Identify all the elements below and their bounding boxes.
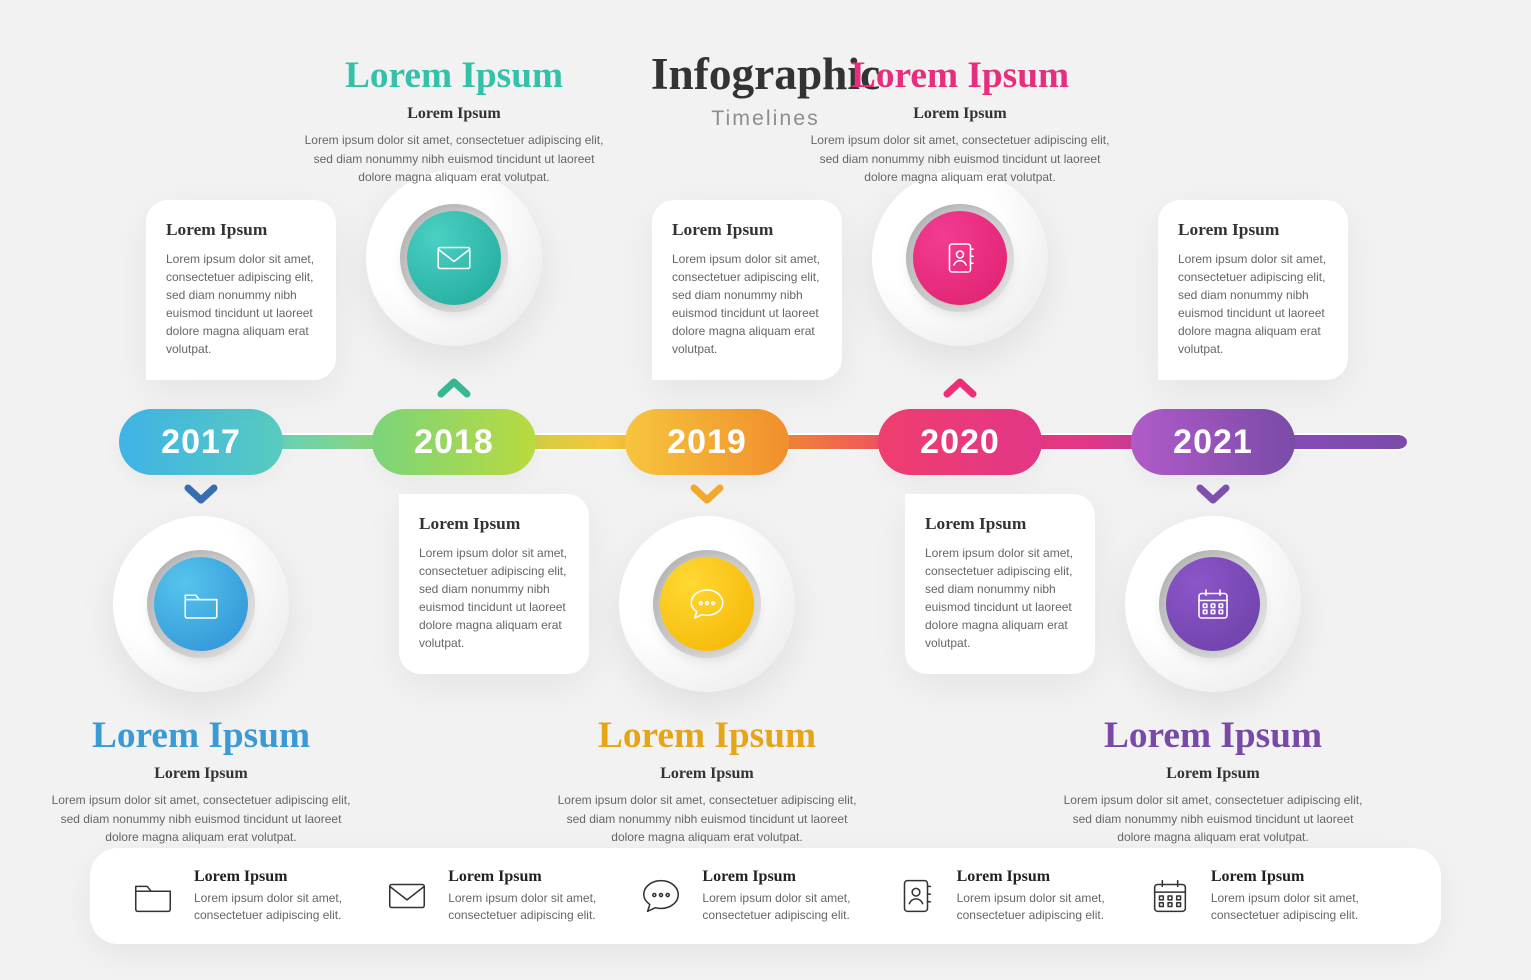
folder-icon (130, 873, 176, 919)
info-card-2019: Lorem Ipsum Lorem ipsum dolor sit amet, … (652, 200, 842, 380)
headline-block-2018: Lorem Ipsum Lorem Ipsum Lorem ipsum dolo… (304, 54, 604, 187)
mail-icon (407, 211, 501, 305)
headline: Lorem Ipsum (1063, 714, 1363, 757)
year-label: 2018 (414, 423, 494, 462)
info-card-2020: Lorem Ipsum Lorem ipsum dolor sit amet, … (905, 494, 1095, 674)
headline-body: Lorem ipsum dolor sit amet, consectetuer… (304, 131, 604, 187)
info-card-2017: Lorem Ipsum Lorem ipsum dolor sit amet, … (146, 200, 336, 380)
contacts-icon (893, 873, 939, 919)
legend-title: Lorem Ipsum (702, 868, 862, 886)
calendar-icon (1147, 873, 1193, 919)
card-body: Lorem ipsum dolor sit amet, consectetuer… (419, 544, 569, 652)
legend-body: Lorem ipsum dolor sit amet, consectetuer… (957, 890, 1117, 924)
mail-icon (384, 873, 430, 919)
legend-item-contacts: Lorem Ipsum Lorem ipsum dolor sit amet, … (893, 868, 1147, 924)
page-title: Infographic (0, 48, 1531, 100)
year-pill-2018: 2018 (372, 409, 536, 475)
headline-block-2021: Lorem Ipsum Lorem Ipsum Lorem ipsum dolo… (1063, 714, 1363, 847)
year-label: 2019 (667, 423, 747, 462)
chat-icon (638, 873, 684, 919)
headline-body: Lorem ipsum dolor sit amet, consectetuer… (1063, 791, 1363, 847)
legend-item-chat: Lorem Ipsum Lorem ipsum dolor sit amet, … (638, 868, 892, 924)
chevron-down-icon (690, 484, 724, 506)
page-subtitle: Timelines (0, 106, 1531, 131)
chevron-up-icon (437, 376, 471, 398)
infographic-canvas: Infographic Timelines 2017 Lorem Ipsum L… (0, 0, 1531, 980)
headline-body: Lorem ipsum dolor sit amet, consectetuer… (557, 791, 857, 847)
legend-title: Lorem Ipsum (448, 868, 608, 886)
card-body: Lorem ipsum dolor sit amet, consectetuer… (166, 250, 316, 358)
legend-item-folder: Lorem Ipsum Lorem ipsum dolor sit amet, … (130, 868, 384, 924)
mail-disc (366, 170, 542, 346)
main-header: Infographic Timelines (0, 48, 1531, 131)
legend-item-mail: Lorem Ipsum Lorem ipsum dolor sit amet, … (384, 868, 638, 924)
legend-body: Lorem ipsum dolor sit amet, consectetuer… (448, 890, 608, 924)
legend-title: Lorem Ipsum (957, 868, 1117, 886)
headline-block-2020: Lorem Ipsum Lorem Ipsum Lorem ipsum dolo… (810, 54, 1110, 187)
legend-title: Lorem Ipsum (1211, 868, 1371, 886)
contacts-disc (872, 170, 1048, 346)
legend-footer: Lorem Ipsum Lorem ipsum dolor sit amet, … (90, 848, 1441, 944)
folder-disc (113, 516, 289, 692)
chat-disc (619, 516, 795, 692)
year-label: 2017 (161, 423, 241, 462)
card-title: Lorem Ipsum (419, 514, 569, 534)
card-body: Lorem ipsum dolor sit amet, consectetuer… (672, 250, 822, 358)
headline-body: Lorem ipsum dolor sit amet, consectetuer… (51, 791, 351, 847)
headline-sub: Lorem Ipsum (557, 765, 857, 783)
year-label: 2021 (1173, 423, 1253, 462)
headline-block-2017: Lorem Ipsum Lorem Ipsum Lorem ipsum dolo… (51, 714, 351, 847)
card-body: Lorem ipsum dolor sit amet, consectetuer… (1178, 250, 1328, 358)
card-title: Lorem Ipsum (672, 220, 822, 240)
card-body: Lorem ipsum dolor sit amet, consectetuer… (925, 544, 1075, 652)
chevron-up-icon (943, 376, 977, 398)
contacts-icon (913, 211, 1007, 305)
year-pill-2017: 2017 (119, 409, 283, 475)
calendar-icon (1166, 557, 1260, 651)
legend-body: Lorem ipsum dolor sit amet, consectetuer… (702, 890, 862, 924)
card-title: Lorem Ipsum (1178, 220, 1328, 240)
year-pill-2021: 2021 (1131, 409, 1295, 475)
year-pill-2020: 2020 (878, 409, 1042, 475)
headline: Lorem Ipsum (304, 54, 604, 97)
headline-sub: Lorem Ipsum (51, 765, 351, 783)
headline-sub: Lorem Ipsum (810, 105, 1110, 123)
chevron-down-icon (1196, 484, 1230, 506)
folder-icon (154, 557, 248, 651)
legend-body: Lorem ipsum dolor sit amet, consectetuer… (1211, 890, 1371, 924)
chevron-down-icon (184, 484, 218, 506)
headline-block-2019: Lorem Ipsum Lorem Ipsum Lorem ipsum dolo… (557, 714, 857, 847)
card-title: Lorem Ipsum (925, 514, 1075, 534)
info-card-2018: Lorem Ipsum Lorem ipsum dolor sit amet, … (399, 494, 589, 674)
headline-sub: Lorem Ipsum (1063, 765, 1363, 783)
calendar-disc (1125, 516, 1301, 692)
info-card-2021: Lorem Ipsum Lorem ipsum dolor sit amet, … (1158, 200, 1348, 380)
year-label: 2020 (920, 423, 1000, 462)
card-title: Lorem Ipsum (166, 220, 316, 240)
headline: Lorem Ipsum (810, 54, 1110, 97)
chat-icon (660, 557, 754, 651)
headline-body: Lorem ipsum dolor sit amet, consectetuer… (810, 131, 1110, 187)
legend-title: Lorem Ipsum (194, 868, 354, 886)
legend-item-calendar: Lorem Ipsum Lorem ipsum dolor sit amet, … (1147, 868, 1401, 924)
headline: Lorem Ipsum (557, 714, 857, 757)
headline-sub: Lorem Ipsum (304, 105, 604, 123)
year-pill-2019: 2019 (625, 409, 789, 475)
headline: Lorem Ipsum (51, 714, 351, 757)
legend-body: Lorem ipsum dolor sit amet, consectetuer… (194, 890, 354, 924)
